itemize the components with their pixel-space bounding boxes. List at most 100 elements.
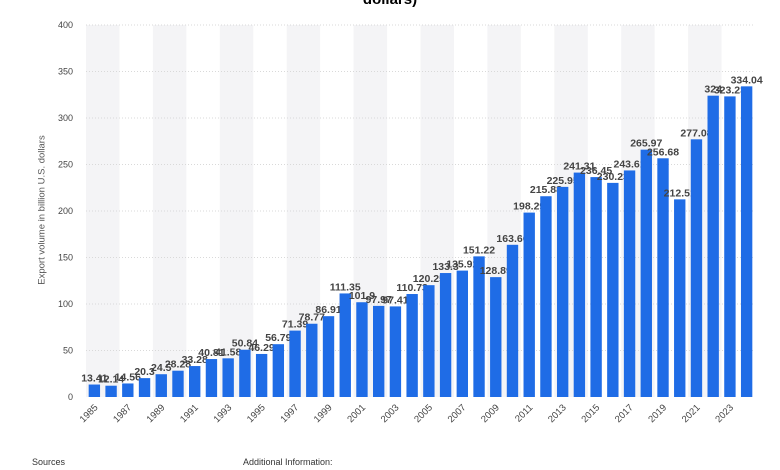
bar — [339, 293, 351, 397]
bar — [623, 170, 636, 397]
data-label: 71.39 — [282, 319, 308, 331]
data-label: 86.91 — [315, 304, 341, 316]
data-label: 97.97 — [366, 294, 392, 306]
x-tick-label: 2009 — [479, 402, 502, 425]
x-tick-label: 1997 — [278, 402, 301, 425]
data-label: 41.58 — [215, 346, 241, 358]
x-tick-label: 1985 — [78, 402, 101, 425]
data-label: 324 — [704, 84, 722, 96]
data-label: 97.41 — [382, 294, 408, 306]
data-label: 50.84 — [232, 338, 258, 350]
bar — [540, 196, 552, 397]
data-label: 20.3 — [134, 366, 155, 378]
y-tick-label: 300 — [58, 113, 73, 123]
bar — [322, 316, 335, 397]
bar — [122, 383, 134, 397]
bar — [439, 273, 452, 397]
bar — [523, 212, 535, 397]
bar — [373, 305, 385, 397]
data-label: 241.31 — [563, 161, 595, 173]
data-label: 24.5 — [151, 362, 172, 374]
bar — [389, 306, 402, 397]
x-tick-label: 2017 — [613, 402, 636, 425]
bar — [590, 177, 602, 397]
x-tick-label: 2005 — [412, 402, 435, 425]
data-label: 40.81 — [198, 347, 224, 359]
bar — [255, 353, 268, 397]
x-tick-label: 1999 — [312, 402, 335, 425]
bar — [138, 378, 151, 397]
bar — [189, 366, 201, 397]
bar — [640, 149, 652, 397]
bar — [607, 182, 619, 397]
bar — [205, 359, 218, 397]
x-tick-label: 1993 — [212, 402, 235, 425]
bar — [740, 86, 753, 397]
bar — [473, 256, 485, 397]
y-axis-label: Export volume in billion U.S. dollars — [36, 135, 48, 285]
bar — [674, 199, 686, 397]
data-label: 133.3 — [432, 261, 458, 273]
bar — [289, 330, 301, 397]
bar — [306, 323, 318, 397]
data-label: 13.41 — [81, 373, 107, 385]
x-tick-label: 1987 — [111, 402, 134, 425]
data-label: 111.35 — [330, 281, 361, 293]
data-label: 14.56 — [115, 371, 141, 383]
bar — [88, 384, 101, 397]
data-label: 198.29 — [513, 201, 545, 213]
y-tick-label: 50 — [63, 346, 73, 356]
data-label: 265.97 — [630, 138, 662, 150]
data-label: 33.28 — [182, 354, 208, 366]
background-band — [152, 25, 187, 397]
data-label: 28.28 — [165, 359, 191, 371]
bar — [707, 95, 719, 398]
y-tick-label: 100 — [58, 299, 73, 309]
x-tick-label: 2019 — [646, 402, 669, 425]
data-label: 12.14 — [98, 374, 124, 386]
data-label: 256.68 — [647, 146, 679, 158]
y-tick-label: 400 — [58, 20, 73, 30]
data-label: 323.23 — [714, 84, 746, 96]
bar — [406, 294, 418, 397]
data-label: 120.25 — [413, 273, 445, 285]
bar — [724, 96, 736, 397]
data-label: 151.22 — [463, 244, 495, 256]
data-label: 101.9 — [349, 290, 375, 302]
bar — [272, 344, 285, 397]
data-label: 46.29 — [248, 342, 274, 354]
bar — [657, 158, 669, 397]
data-label: 110.73 — [396, 282, 428, 294]
bar — [506, 244, 519, 397]
bar — [239, 349, 251, 397]
bar — [356, 302, 368, 397]
bar — [105, 385, 117, 397]
x-tick-label: 1995 — [245, 402, 268, 425]
data-label: 230.23 — [597, 171, 629, 183]
data-label: 135.92 — [446, 259, 478, 271]
x-tick-label: 2003 — [379, 402, 402, 425]
x-tick-label: 1991 — [178, 402, 201, 425]
x-tick-label: 2011 — [513, 402, 535, 424]
background-band — [86, 25, 120, 397]
data-label: 277.08 — [680, 127, 712, 139]
bar — [155, 374, 167, 397]
y-tick-label: 350 — [58, 67, 73, 77]
sources-link[interactable]: Sources — [32, 457, 66, 467]
x-tick-label: 2013 — [546, 402, 569, 425]
y-tick-label: 250 — [58, 160, 73, 170]
data-label: 215.88 — [530, 184, 562, 196]
x-tick-label: 2023 — [713, 402, 736, 425]
additional-info-link[interactable]: Additional Information: — [243, 457, 333, 467]
data-label: 225.95 — [547, 175, 579, 187]
x-tick-label: 2001 — [345, 402, 368, 425]
bar — [690, 139, 703, 397]
y-tick-label: 200 — [58, 206, 73, 216]
data-label: 163.66 — [496, 233, 528, 245]
x-tick-label: 2007 — [446, 402, 469, 425]
chart-title: dollars) — [0, 0, 780, 8]
data-label: 212.51 — [664, 187, 696, 199]
data-label: 56.79 — [265, 332, 291, 344]
